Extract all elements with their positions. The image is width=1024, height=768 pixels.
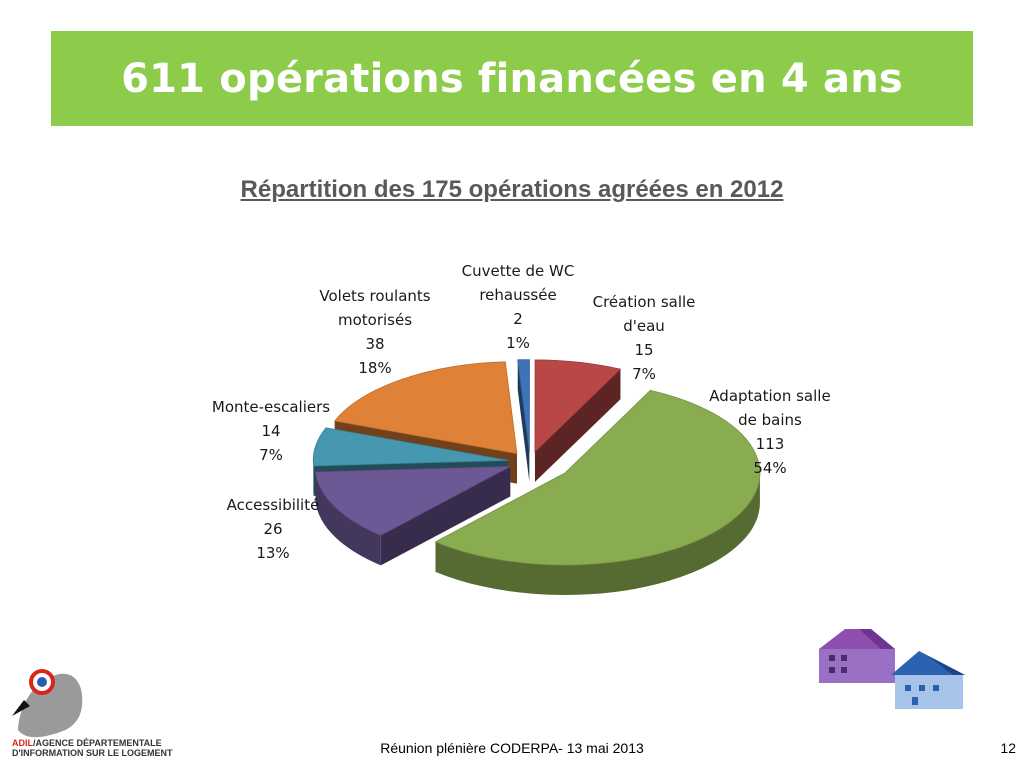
label-creation-value: 15 (634, 341, 654, 359)
label-volets-value: 38 (365, 335, 385, 353)
chart-title: Répartition des 175 opérations agréées e… (240, 176, 784, 203)
pie-slice-monte-escaliers (312, 427, 509, 467)
label-volets-percent: 18% (358, 359, 392, 377)
pie-slice-adaptation-rim-0 (435, 473, 760, 596)
label-monte-percent: 7% (259, 446, 283, 464)
slide-title: 611 opérations financées en 4 ans (121, 55, 903, 102)
pie-chart (312, 359, 761, 596)
pie-slice-adaptation (434, 389, 761, 566)
label-creation-percent: 7% (632, 365, 656, 383)
label-cuvette-line1: Cuvette de WC (461, 262, 575, 280)
logo-line2: D'INFORMATION SUR LE LOGEMENT (12, 748, 173, 758)
logo-brand: ADIL (12, 738, 33, 748)
pie-slice-cuvette-side-start (517, 359, 530, 482)
label-creation: Création salle d'eau 15 7% (574, 290, 714, 386)
pie-slice-creation-side-end (534, 369, 621, 482)
label-adaptation-percent: 54% (753, 459, 787, 477)
label-volets: Volets roulants motorisés 38 18% (300, 284, 450, 380)
label-creation-line1: Création salle (592, 293, 696, 311)
pie-slice-volets (333, 361, 518, 455)
houses-illustration (819, 629, 965, 709)
label-monte-escaliers: Monte-escaliers 14 7% (196, 395, 346, 467)
purple-house-icon (819, 629, 895, 683)
pie-slice-accessibilite (315, 466, 511, 536)
label-cuvette-percent: 1% (506, 334, 530, 352)
pie-slice-accessibilite-rim-0 (315, 472, 381, 566)
label-creation-line2: d'eau (623, 317, 665, 335)
label-accessibilite-percent: 13% (256, 544, 290, 562)
pie-slice-creation (534, 359, 622, 453)
label-monte-value: 14 (261, 422, 281, 440)
label-monte-line1: Monte-escaliers (211, 398, 331, 416)
label-accessibilite-value: 26 (263, 520, 283, 538)
title-banner: 611 opérations financées en 4 ans (51, 31, 973, 126)
label-cuvette-value: 2 (513, 310, 523, 328)
label-accessibilite-line1: Accessibilité (226, 496, 320, 514)
label-adaptation-value: 113 (755, 435, 785, 453)
adil-logo (12, 669, 83, 738)
logo-line1: /AGENCE DÉPARTEMENTALE (33, 738, 162, 748)
footer-text: Réunion plénière CODERPA- 13 mai 2013 (380, 740, 644, 756)
label-adaptation: Adaptation salle de bains 113 54% (690, 384, 850, 480)
label-volets-line2: motorisés (337, 311, 413, 329)
label-cuvette: Cuvette de WC rehaussée 2 1% (443, 259, 593, 355)
blue-house-icon (891, 651, 965, 709)
label-adaptation-line2: de bains (738, 411, 802, 429)
label-volets-line1: Volets roulants (319, 287, 431, 305)
pie-slice-cuvette (517, 359, 530, 452)
label-adaptation-line1: Adaptation salle (709, 387, 831, 405)
page-number: 12 (1000, 740, 1016, 756)
label-accessibilite: Accessibilité 26 13% (203, 493, 343, 565)
adil-logo-text: ADIL/AGENCE DÉPARTEMENTALE D'INFORMATION… (12, 738, 172, 758)
label-cuvette-line2: rehaussée (479, 286, 557, 304)
